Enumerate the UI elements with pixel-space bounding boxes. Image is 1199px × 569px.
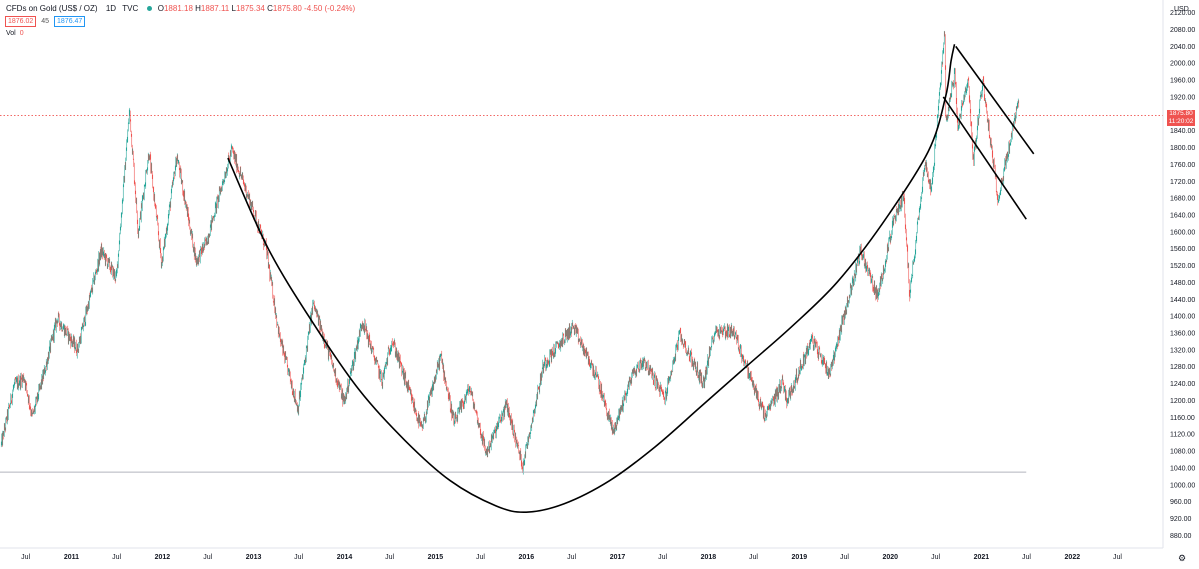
x-tick-label: 2022 bbox=[1065, 554, 1081, 561]
y-tick-label: 2080.00 bbox=[1170, 27, 1195, 34]
y-tick-label: 1680.00 bbox=[1170, 196, 1195, 203]
interval-label[interactable]: 1D bbox=[105, 4, 117, 13]
low-value: 1875.34 bbox=[235, 4, 265, 13]
y-tick-label: 920.00 bbox=[1170, 516, 1192, 523]
y-tick-label: 1520.00 bbox=[1170, 263, 1195, 270]
y-tick-label: 1160.00 bbox=[1170, 415, 1195, 422]
y-tick-label: 2040.00 bbox=[1170, 44, 1195, 51]
x-tick-label: Jul bbox=[1113, 554, 1122, 561]
x-tick-label: Jul bbox=[749, 554, 758, 561]
currency-label: USD bbox=[1174, 6, 1189, 13]
x-tick-label: Jul bbox=[203, 554, 212, 561]
open-value: 1881.18 bbox=[163, 4, 193, 13]
last-price-tag: 1875.80 11:20:02 bbox=[1167, 109, 1195, 126]
symbol-legend: CFDs on Gold (US$ / OZ) 1D TVC O1881.18 … bbox=[6, 4, 355, 13]
x-tick-label: 2018 bbox=[701, 554, 717, 561]
y-tick-label: 1080.00 bbox=[1170, 449, 1195, 456]
bar-countdown: 11:20:02 bbox=[1168, 117, 1194, 125]
open-label: O bbox=[157, 4, 164, 13]
y-tick-label: 1800.00 bbox=[1170, 145, 1195, 152]
y-tick-label: 1320.00 bbox=[1170, 347, 1195, 354]
y-tick-label: 880.00 bbox=[1170, 533, 1192, 540]
x-tick-label: Jul bbox=[21, 554, 30, 561]
y-tick-label: 1720.00 bbox=[1170, 179, 1195, 186]
y-tick-label: 1600.00 bbox=[1170, 229, 1195, 236]
volume-legend: Vol 0 bbox=[6, 30, 24, 37]
close-value: 1875.80 bbox=[272, 4, 302, 13]
x-tick-label: Jul bbox=[385, 554, 394, 561]
y-tick-label: 1120.00 bbox=[1170, 432, 1195, 439]
x-tick-label: 2015 bbox=[428, 554, 444, 561]
x-tick-label: 2020 bbox=[882, 554, 898, 561]
x-tick-label: 2014 bbox=[337, 554, 353, 561]
candles-layer bbox=[0, 30, 1020, 475]
x-tick-label: Jul bbox=[1022, 554, 1031, 561]
y-tick-label: 960.00 bbox=[1170, 499, 1192, 506]
y-tick-label: 1240.00 bbox=[1170, 381, 1195, 388]
symbol-name[interactable]: CFDs on Gold (US$ / OZ) bbox=[6, 4, 98, 13]
y-tick-label: 1840.00 bbox=[1170, 128, 1195, 135]
y-tick-label: 1760.00 bbox=[1170, 162, 1195, 169]
y-tick-label: 1480.00 bbox=[1170, 280, 1195, 287]
y-tick-label: 1200.00 bbox=[1170, 398, 1195, 405]
change-value: -4.50 (-0.24%) bbox=[304, 4, 356, 13]
y-tick-label: 1400.00 bbox=[1170, 314, 1195, 321]
x-tick-label: 2011 bbox=[64, 554, 79, 561]
volume-value: 0 bbox=[19, 30, 24, 37]
y-tick-label: 1280.00 bbox=[1170, 364, 1195, 371]
x-tick-label: Jul bbox=[931, 554, 940, 561]
close-label: C bbox=[267, 4, 273, 13]
trade-buttons: 1876.02 45 1876.47 bbox=[5, 16, 86, 27]
source-label: TVC bbox=[122, 4, 139, 13]
x-tick-label: 2012 bbox=[155, 554, 171, 561]
spread-value: 45 bbox=[41, 18, 50, 25]
x-tick-label: Jul bbox=[567, 554, 576, 561]
cup-arc-drawing bbox=[227, 44, 956, 514]
buy-button[interactable]: 1876.47 bbox=[54, 16, 86, 27]
y-tick-label: 1960.00 bbox=[1170, 78, 1195, 85]
y-tick-label: 1360.00 bbox=[1170, 331, 1195, 338]
y-tick-label: 1440.00 bbox=[1170, 297, 1195, 304]
x-tick-label: Jul bbox=[294, 554, 303, 561]
y-tick-label: 2120.00 bbox=[1170, 10, 1195, 17]
x-tick-label: 2021 bbox=[974, 554, 990, 561]
y-tick-label: 1640.00 bbox=[1170, 212, 1195, 219]
drawings-layer[interactable] bbox=[0, 44, 1035, 514]
last-price-value: 1875.80 bbox=[1169, 109, 1193, 117]
market-status-icon bbox=[146, 6, 152, 12]
low-label: L bbox=[231, 4, 236, 13]
gear-icon[interactable]: ⚙ bbox=[1178, 553, 1187, 563]
x-tick-label: Jul bbox=[476, 554, 485, 561]
high-value: 1887.11 bbox=[200, 4, 230, 13]
x-tick-label: 2017 bbox=[610, 554, 626, 561]
price-axis[interactable]: 880.00 920.00 960.00 1000.00 1040.00 1080.00 1… bbox=[1170, 10, 1195, 540]
y-tick-label: 1000.00 bbox=[1170, 482, 1195, 489]
y-tick-label: 1920.00 bbox=[1170, 94, 1195, 101]
x-tick-label: Jul bbox=[840, 554, 849, 561]
y-tick-label: 2000.00 bbox=[1170, 61, 1195, 68]
time-axis[interactable]: Jul 2011 Jul 2012 Jul 2013 Jul 2014 Jul 2015 Jul 20… bbox=[21, 554, 1122, 561]
high-label: H bbox=[195, 4, 201, 13]
channel-upper-line bbox=[955, 45, 1035, 155]
channel-lower-line bbox=[942, 96, 1027, 220]
x-tick-label: Jul bbox=[112, 554, 121, 561]
x-tick-label: 2019 bbox=[792, 554, 808, 561]
y-tick-label: 1040.00 bbox=[1170, 465, 1195, 472]
x-tick-label: Jul bbox=[658, 554, 667, 561]
volume-label: Vol bbox=[6, 30, 16, 37]
x-tick-label: 2016 bbox=[519, 554, 535, 561]
x-tick-label: 2013 bbox=[246, 554, 262, 561]
y-tick-label: 1560.00 bbox=[1170, 246, 1195, 253]
ohlc-values: O1881.18 H1887.11 L1875.34 C1875.80 -4.5… bbox=[158, 4, 355, 13]
sell-button[interactable]: 1876.02 bbox=[5, 16, 37, 27]
